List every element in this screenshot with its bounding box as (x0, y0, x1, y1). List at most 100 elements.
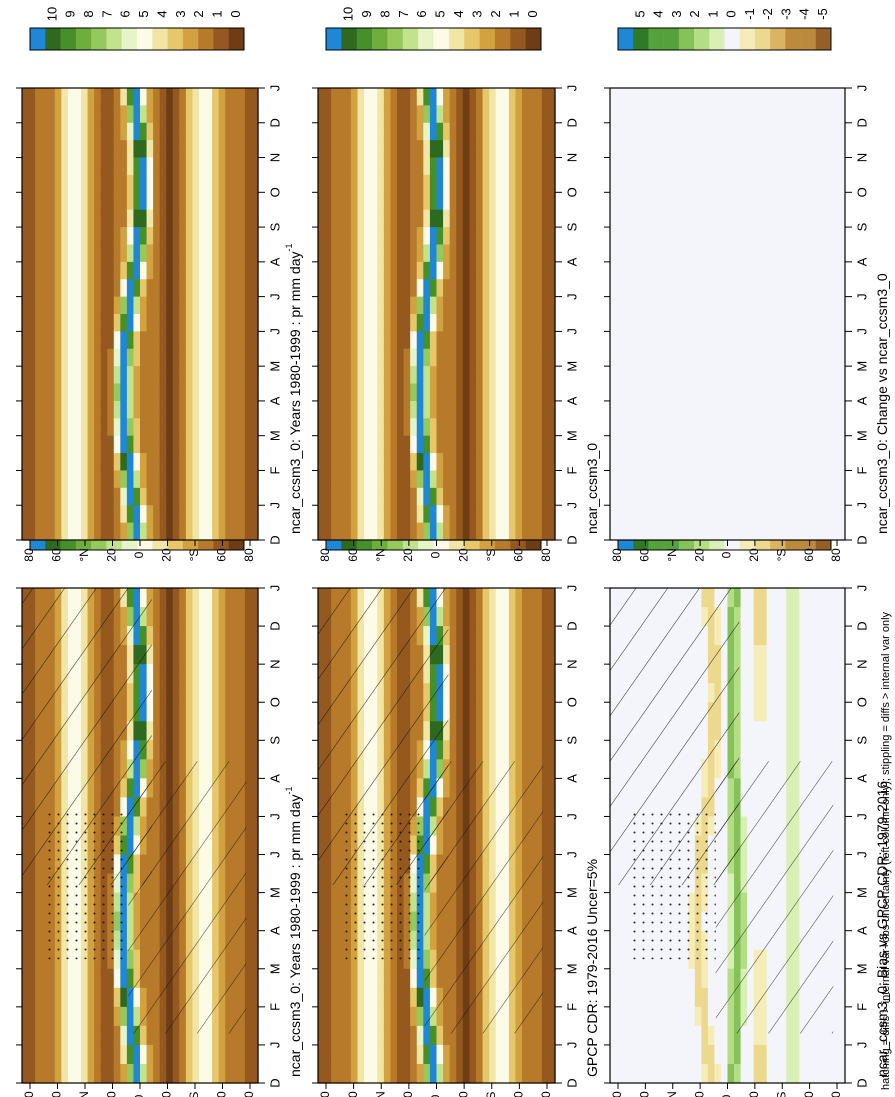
heat-cell (199, 702, 207, 722)
heat-cell (495, 331, 503, 350)
heat-cell (61, 487, 69, 506)
heat-cell (318, 314, 326, 332)
heat-cell (779, 626, 787, 646)
heat-cell (370, 1044, 378, 1065)
heat-cell (462, 487, 471, 506)
heat-cell (429, 383, 438, 402)
heat-cell (218, 470, 226, 489)
heat-cell (629, 968, 637, 989)
heat-cell (825, 645, 833, 665)
heat-cell (100, 140, 108, 159)
heat-cell (476, 261, 484, 280)
heat-cell (462, 626, 471, 646)
heat-cell (495, 227, 503, 246)
heat-cell (482, 721, 490, 741)
heat-cell (831, 607, 840, 627)
heat-cell (462, 418, 471, 437)
heat-cell (67, 348, 76, 367)
heat-cell (377, 227, 385, 246)
month-tick-label: A (854, 926, 869, 935)
heat-cell (786, 683, 794, 703)
heat-cell (688, 1006, 696, 1027)
heat-cell (383, 105, 392, 124)
heat-cell (251, 797, 259, 818)
heat-cell (436, 1044, 444, 1065)
heat-cell (133, 244, 141, 263)
heat-cell (192, 453, 200, 472)
heat-cell (185, 505, 194, 524)
heat-cell (357, 88, 365, 106)
heat-cell (535, 702, 543, 722)
heat-cell (231, 105, 239, 124)
heat-cell (694, 1025, 702, 1046)
heat-cell (610, 911, 618, 932)
heat-cell (779, 740, 787, 760)
heat-cell (535, 157, 543, 176)
heat-cell (94, 261, 102, 280)
heat-cell (364, 105, 372, 124)
heat-cell (120, 157, 128, 176)
heat-cell (416, 1025, 424, 1046)
heat-cell (251, 366, 259, 385)
heat-cell (773, 721, 781, 741)
heat-cell (403, 209, 411, 228)
heat-cell (383, 88, 392, 106)
heat-cell (172, 1063, 180, 1084)
heat-cell (251, 835, 259, 856)
heat-cell (146, 487, 154, 506)
heat-cell (476, 209, 484, 228)
heat-cell (100, 1063, 108, 1084)
heat-cell (727, 1063, 735, 1084)
heat-cell (456, 331, 464, 350)
heat-cell (113, 122, 121, 141)
heat-cell (701, 968, 709, 989)
heat-cell (377, 505, 385, 524)
heat-cell (508, 366, 517, 385)
heat-cell (462, 105, 471, 124)
heat-cell (423, 505, 431, 524)
month-tick-label: J (854, 1042, 869, 1049)
heat-cell (251, 1063, 259, 1084)
heat-cell (838, 645, 846, 665)
heat-cell (100, 435, 108, 454)
heat-cell (476, 522, 484, 541)
heat-cell (818, 645, 827, 665)
heat-cell (159, 664, 167, 684)
heat-cell (370, 949, 378, 970)
heat-cell (476, 505, 484, 524)
heat-cell (87, 1025, 95, 1046)
lat-tick-label: 20 (105, 1091, 119, 1097)
heat-cell (120, 1044, 128, 1065)
heat-cell (812, 1063, 820, 1084)
heat-cell (436, 1025, 444, 1046)
heat-cell (87, 140, 95, 159)
heat-cell (649, 1063, 657, 1084)
heat-cell (41, 279, 49, 298)
heat-cell (212, 105, 220, 124)
heat-cell (87, 348, 95, 367)
heat-cell (166, 348, 174, 367)
heat-cell (449, 1063, 457, 1084)
heat-cell (244, 400, 253, 419)
heat-cell (528, 664, 536, 684)
heat-cell (344, 505, 352, 524)
heat-cell (107, 435, 115, 454)
heat-cell (324, 1025, 332, 1046)
heat-cell (166, 588, 174, 608)
heat-cell (172, 279, 180, 298)
heat-cell (28, 174, 36, 193)
heat-cell (350, 470, 359, 489)
heat-cell (495, 122, 503, 141)
heat-cell (100, 157, 108, 176)
heat-cell (192, 296, 200, 315)
heat-cell (153, 1063, 161, 1084)
heat-cell (199, 105, 207, 124)
heat-cell (397, 1006, 405, 1027)
heat-cell (616, 930, 624, 951)
heat-cell (74, 122, 82, 141)
heat-cell (623, 1006, 631, 1027)
heat-cell (28, 331, 36, 350)
heat-cell (166, 314, 174, 332)
heat-cell (113, 105, 121, 124)
heat-cell (476, 105, 484, 124)
